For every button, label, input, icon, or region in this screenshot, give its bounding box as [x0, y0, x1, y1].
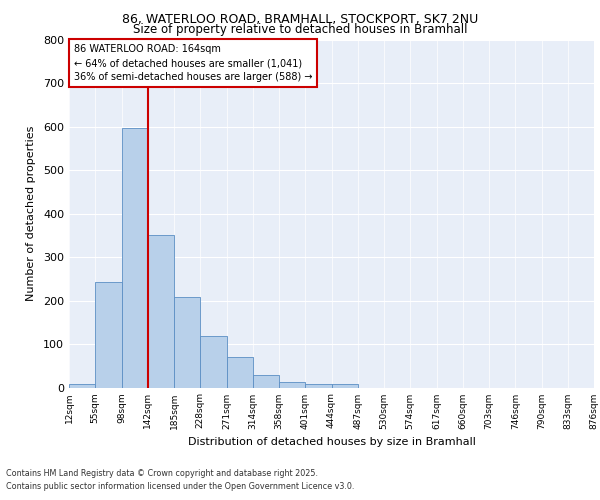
- Bar: [121, 128, 148, 388]
- Text: Contains public sector information licensed under the Open Government Licence v3: Contains public sector information licen…: [6, 482, 355, 491]
- Text: Size of property relative to detached houses in Bramhall: Size of property relative to detached ho…: [133, 24, 467, 36]
- Bar: [148, 234, 174, 388]
- Bar: [279, 382, 305, 388]
- Bar: [69, 384, 95, 388]
- Bar: [305, 384, 331, 388]
- Text: Contains HM Land Registry data © Crown copyright and database right 2025.: Contains HM Land Registry data © Crown c…: [6, 469, 318, 478]
- Bar: [227, 357, 253, 388]
- Y-axis label: Number of detached properties: Number of detached properties: [26, 126, 36, 302]
- Bar: [174, 297, 200, 388]
- Text: 86 WATERLOO ROAD: 164sqm
← 64% of detached houses are smaller (1,041)
36% of sem: 86 WATERLOO ROAD: 164sqm ← 64% of detach…: [74, 44, 312, 82]
- Bar: [253, 376, 279, 388]
- Bar: [95, 282, 121, 388]
- X-axis label: Distribution of detached houses by size in Bramhall: Distribution of detached houses by size …: [188, 437, 475, 447]
- Text: 86, WATERLOO ROAD, BRAMHALL, STOCKPORT, SK7 2NU: 86, WATERLOO ROAD, BRAMHALL, STOCKPORT, …: [122, 12, 478, 26]
- Bar: [200, 336, 227, 388]
- Bar: [331, 384, 358, 388]
